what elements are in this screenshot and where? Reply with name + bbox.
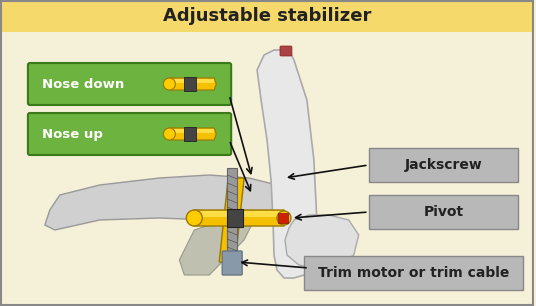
Polygon shape: [169, 79, 214, 83]
FancyBboxPatch shape: [227, 209, 243, 227]
FancyBboxPatch shape: [28, 63, 231, 105]
FancyBboxPatch shape: [227, 168, 237, 258]
Text: Adjustable stabilizer: Adjustable stabilizer: [163, 7, 371, 25]
Polygon shape: [191, 210, 286, 226]
Text: Nose up: Nose up: [42, 128, 103, 140]
FancyBboxPatch shape: [278, 213, 288, 223]
Polygon shape: [195, 211, 284, 217]
Polygon shape: [180, 215, 254, 275]
Circle shape: [277, 211, 291, 225]
FancyBboxPatch shape: [222, 251, 242, 275]
Polygon shape: [167, 128, 216, 140]
Text: Jackscrew: Jackscrew: [405, 158, 482, 172]
Polygon shape: [45, 175, 291, 230]
Polygon shape: [285, 215, 359, 268]
Text: Trim motor or trim cable: Trim motor or trim cable: [318, 266, 509, 280]
Circle shape: [187, 210, 202, 226]
Text: Pivot: Pivot: [423, 205, 464, 219]
FancyBboxPatch shape: [369, 195, 518, 229]
Polygon shape: [169, 129, 214, 133]
Polygon shape: [257, 50, 317, 278]
Polygon shape: [167, 78, 216, 90]
FancyBboxPatch shape: [184, 77, 196, 91]
FancyBboxPatch shape: [28, 113, 231, 155]
Polygon shape: [219, 178, 244, 262]
FancyBboxPatch shape: [304, 256, 523, 290]
FancyBboxPatch shape: [369, 148, 518, 182]
Circle shape: [163, 78, 175, 90]
FancyBboxPatch shape: [280, 46, 292, 56]
FancyBboxPatch shape: [0, 0, 534, 32]
Text: Nose down: Nose down: [42, 77, 124, 91]
FancyBboxPatch shape: [184, 127, 196, 141]
Circle shape: [163, 128, 175, 140]
